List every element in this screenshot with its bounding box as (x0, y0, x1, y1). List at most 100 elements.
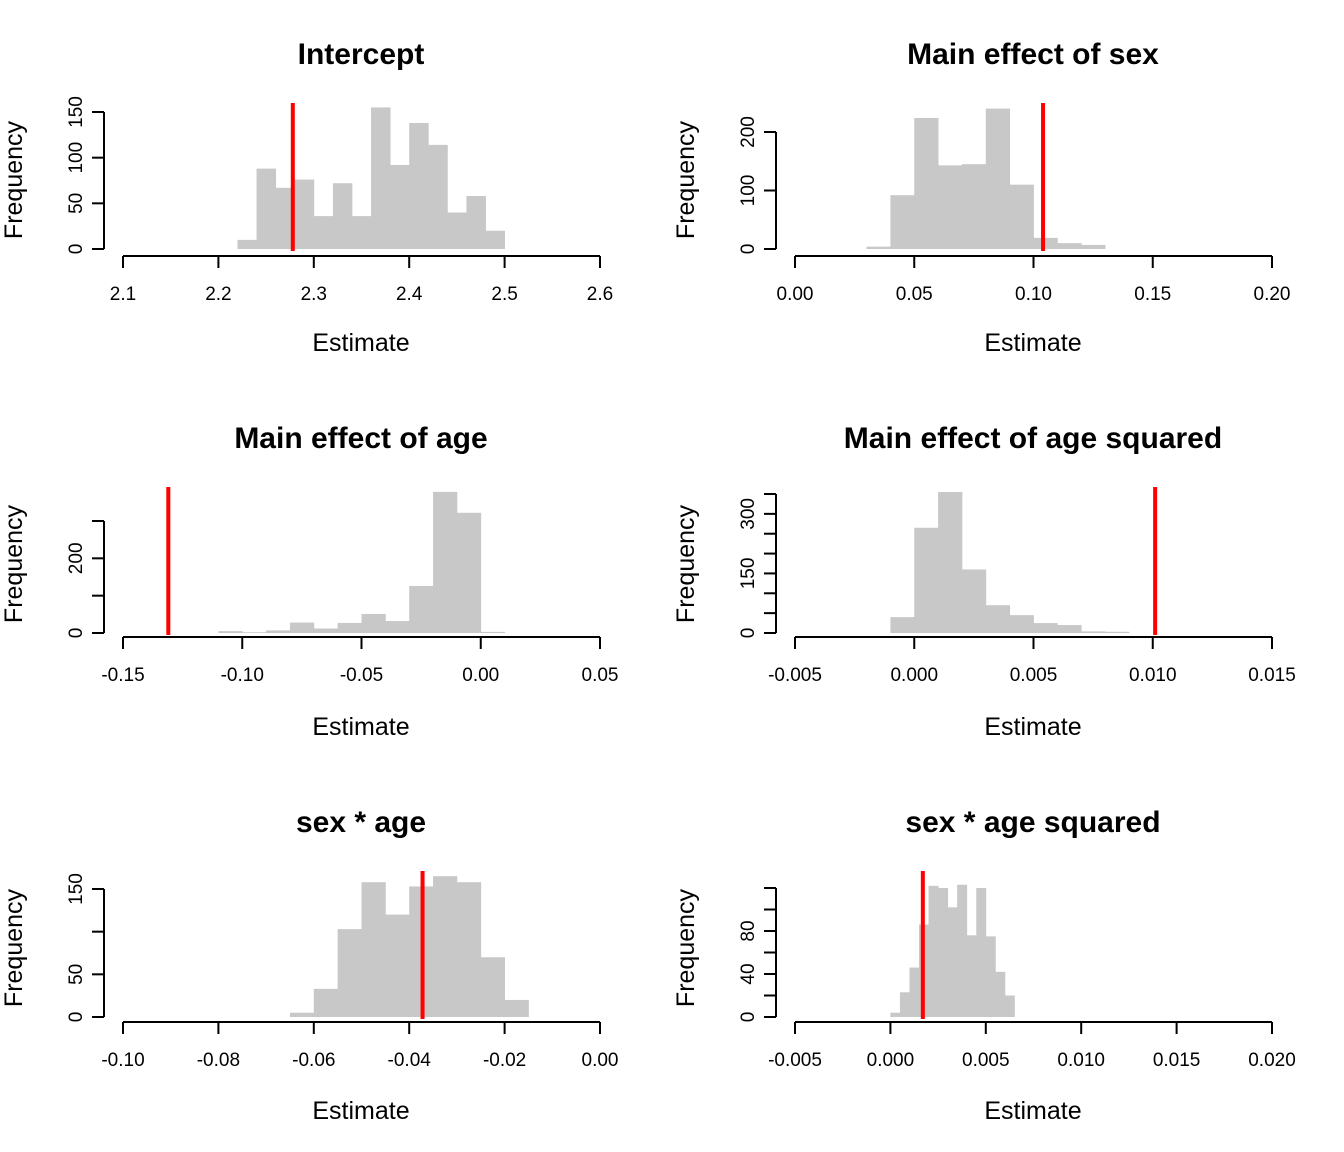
histogram-bar (314, 989, 338, 1017)
histogram-bar (890, 617, 914, 633)
x-tick-label: 0.015 (1153, 1050, 1201, 1071)
histogram-panel: Main effect of age -0.15 -0.10 -0.05 0.00 0.0… (0, 422, 618, 741)
x-tick-label: 0.20 (1254, 284, 1291, 305)
x-tick-label: 2.3 (301, 284, 327, 305)
histogram-bar (385, 915, 409, 1017)
x-tick-label: 0.020 (1248, 1050, 1296, 1071)
histogram-bar (976, 888, 986, 1017)
histogram-bar (295, 180, 305, 249)
histogram-bar (967, 935, 977, 1017)
y-tick-label: 0 (66, 244, 87, 255)
x-tick-label: 0.05 (896, 284, 933, 305)
histogram-bar (409, 586, 433, 633)
histogram-bar (371, 107, 381, 249)
y-axis-title: Frequency (0, 888, 28, 1007)
x-tick-label: 0.010 (1129, 665, 1177, 686)
histogram-figure: Intercept2.1 2.2 2.3 2.4 2.5 2.6Estimate05010… (0, 0, 1344, 1152)
histogram-bar (900, 992, 910, 1017)
histogram-bar (381, 107, 391, 249)
histogram-bar (419, 123, 429, 249)
histogram-bar (290, 1013, 314, 1017)
y-axis-title: Frequency (0, 120, 28, 239)
histogram-bar (1057, 625, 1081, 633)
histogram-bar (362, 614, 386, 633)
x-tick-label: 0.010 (1057, 1050, 1105, 1071)
histogram-bar (948, 907, 958, 1017)
panel-title: sex * age (296, 806, 426, 839)
histogram-bar (914, 528, 938, 633)
x-tick-label: -0.05 (340, 665, 383, 686)
x-tick-label: -0.10 (101, 1050, 144, 1071)
histogram-bar (385, 621, 409, 633)
histogram-panel: sex * age squared-0.005 0.000 0.005 0.010 0.… (672, 806, 1296, 1125)
x-axis-title: Estimate (984, 1097, 1081, 1125)
histogram-bar (1010, 185, 1034, 249)
y-tick-label: 300 (738, 498, 759, 530)
y-axis-title: Frequency (0, 504, 28, 623)
panel-title: Intercept (298, 38, 425, 71)
histogram-bar (257, 169, 267, 249)
histogram-bar (986, 109, 1010, 249)
histogram-bar (476, 196, 486, 249)
histogram-bar (1081, 631, 1105, 633)
x-axis-title: Estimate (984, 329, 1081, 357)
y-tick-label: 100 (738, 175, 759, 207)
x-tick-label: 0.005 (1010, 665, 1058, 686)
histogram-bar (333, 183, 343, 249)
histogram-bar (486, 231, 496, 249)
panel-title: Main effect of age squared (844, 422, 1222, 455)
x-tick-label: 2.5 (491, 284, 517, 305)
histogram-bar (957, 885, 967, 1017)
x-tick-label: 0.00 (777, 284, 814, 305)
y-tick-label: 50 (66, 193, 87, 214)
x-tick-label: 2.2 (205, 284, 231, 305)
histogram-bar (290, 623, 314, 633)
histogram-bar (390, 165, 400, 249)
histogram-bar (867, 247, 891, 249)
y-tick-label: 0 (738, 628, 759, 639)
histogram-bar (1034, 238, 1058, 249)
y-tick-label: 0 (738, 1012, 759, 1023)
histogram-bar (314, 216, 324, 249)
y-tick-label: 200 (66, 542, 87, 574)
x-tick-label: 0.000 (867, 1050, 915, 1071)
y-axis-title: Frequency (672, 504, 700, 623)
histogram-bar (438, 145, 448, 249)
histogram-panel: Main effect of age squared -0.005 0.000 0.0… (672, 422, 1296, 741)
x-tick-label: -0.10 (221, 665, 264, 686)
x-tick-label: 0.00 (582, 1050, 619, 1071)
histogram-bar (362, 882, 386, 1017)
histogram-bar (481, 632, 505, 633)
y-tick-label: 0 (66, 628, 87, 639)
x-tick-label: 0.015 (1248, 665, 1296, 686)
x-tick-label: 0.00 (462, 665, 499, 686)
histogram-bar (457, 212, 467, 249)
panel-title: Main effect of age (234, 422, 487, 455)
x-tick-label: -0.06 (292, 1050, 335, 1071)
histogram-bar (890, 195, 914, 249)
histogram-bar (276, 188, 286, 249)
x-tick-label: 2.4 (396, 284, 423, 305)
x-tick-label: 2.1 (110, 284, 136, 305)
histogram-bar (505, 1000, 529, 1017)
histogram-bar (1105, 632, 1129, 633)
histogram-bar (1034, 623, 1058, 633)
histogram-bar (986, 605, 1010, 633)
histogram-bar (362, 216, 372, 249)
x-tick-label: -0.15 (101, 665, 144, 686)
histogram-bar (1005, 996, 1015, 1018)
histogram-bar (481, 957, 505, 1017)
histogram-bar (962, 164, 986, 249)
x-tick-label: -0.08 (197, 1050, 240, 1071)
histogram-bar (266, 169, 276, 249)
y-tick-label: 40 (738, 963, 759, 984)
histogram-bar (986, 936, 996, 1017)
x-tick-label: 0.05 (582, 665, 619, 686)
histogram-bar (247, 240, 257, 249)
histogram-bar (314, 629, 338, 633)
histogram-bar (962, 569, 986, 633)
histogram-bar (237, 240, 247, 249)
x-axis-title: Estimate (984, 713, 1081, 741)
y-tick-label: 80 (738, 920, 759, 941)
histogram-bar (1010, 615, 1034, 633)
